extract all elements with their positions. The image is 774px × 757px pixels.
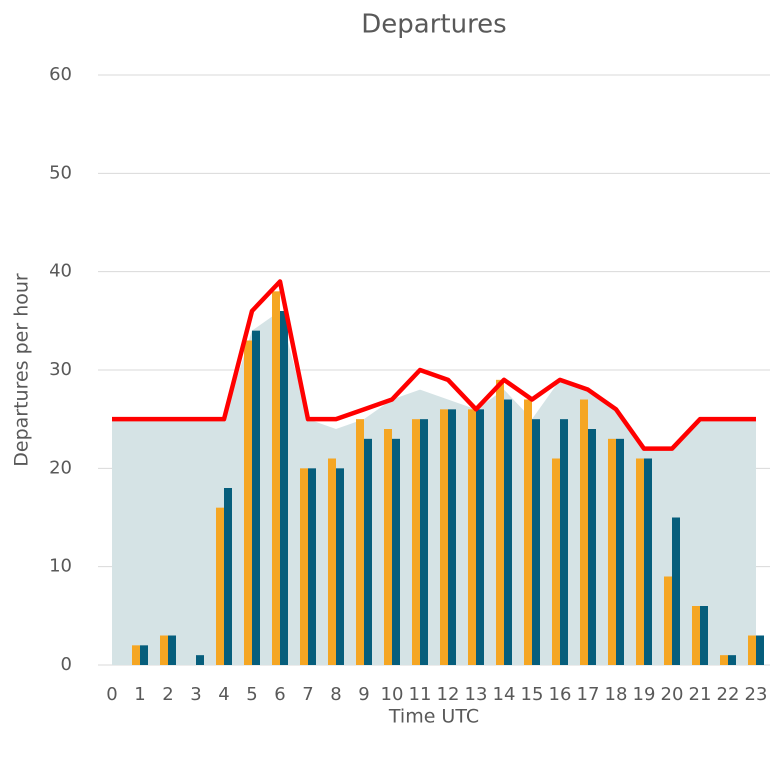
bar: [420, 419, 428, 665]
bar: [412, 419, 420, 665]
bar: [196, 655, 204, 665]
x-tick-label: 4: [218, 684, 229, 705]
x-tick-label: 8: [330, 684, 341, 705]
bar: [364, 438, 372, 665]
y-tick-label: 50: [49, 162, 72, 183]
bar: [672, 517, 680, 665]
bar: [384, 429, 392, 665]
bar: [700, 606, 708, 665]
y-tick-label: 20: [49, 457, 72, 478]
y-tick-label: 60: [49, 64, 72, 85]
bar: [720, 655, 728, 665]
bar: [252, 330, 260, 665]
line: [112, 279, 756, 451]
bar: [560, 419, 568, 665]
x-tick-label: 1: [134, 684, 145, 705]
bar: [160, 635, 168, 665]
x-tick-label: 2: [162, 684, 173, 705]
bar: [132, 645, 140, 665]
bar: [336, 468, 344, 665]
bar: [476, 409, 484, 665]
x-tick-label: 12: [437, 684, 460, 705]
x-tick-label: 21: [689, 684, 712, 705]
x-tick-label: 7: [302, 684, 313, 705]
bar: [552, 458, 560, 665]
bar: [616, 438, 624, 665]
bar: [608, 438, 616, 665]
x-tick-label: 18: [605, 684, 628, 705]
bar: [756, 635, 764, 665]
x-axis-label: Time UTC: [388, 706, 479, 728]
bar: [448, 409, 456, 665]
x-tick-label: 23: [745, 684, 768, 705]
bar: [440, 409, 448, 665]
x-tick-label: 15: [521, 684, 544, 705]
bar: [392, 438, 400, 665]
bar: [496, 379, 504, 665]
bar: [168, 635, 176, 665]
bar: [504, 399, 512, 665]
bar: [244, 340, 252, 665]
bar: [224, 488, 232, 665]
x-tick-label: 20: [661, 684, 684, 705]
x-tick-label: 5: [246, 684, 257, 705]
bar: [216, 507, 224, 665]
bar: [272, 291, 280, 665]
area: [112, 311, 756, 665]
chart-title: Departures: [361, 10, 506, 40]
bar: [692, 606, 700, 665]
bar: [468, 409, 476, 665]
y-tick-label: 30: [49, 359, 72, 380]
bar: [636, 458, 644, 665]
bar: [356, 419, 364, 665]
bar: [748, 635, 756, 665]
x-tick-label: 19: [633, 684, 656, 705]
bar: [140, 645, 148, 665]
bar: [588, 429, 596, 665]
bar: [300, 468, 308, 665]
y-tick-label: 0: [61, 654, 72, 675]
bar: [524, 399, 532, 665]
x-tick-label: 11: [409, 684, 432, 705]
bar: [532, 419, 540, 665]
bar: [728, 655, 736, 665]
x-tick-label: 14: [493, 684, 516, 705]
x-tick-label: 3: [190, 684, 201, 705]
bar: [644, 458, 652, 665]
bar: [280, 311, 288, 665]
x-tick-label: 17: [577, 684, 600, 705]
x-tick-label: 6: [274, 684, 285, 705]
bar: [580, 399, 588, 665]
x-tick-label: 9: [358, 684, 369, 705]
x-tick-label: 10: [381, 684, 404, 705]
x-tick-label: 13: [465, 684, 488, 705]
x-tick-label: 0: [106, 684, 117, 705]
x-tick-label: 22: [717, 684, 740, 705]
x-tick-label: 16: [549, 684, 572, 705]
bar: [328, 458, 336, 665]
y-tick-label: 10: [49, 556, 72, 577]
bar: [664, 576, 672, 665]
bar: [308, 468, 316, 665]
y-tick-label: 40: [49, 261, 72, 282]
y-axis-label: Departures per hour: [11, 273, 33, 467]
